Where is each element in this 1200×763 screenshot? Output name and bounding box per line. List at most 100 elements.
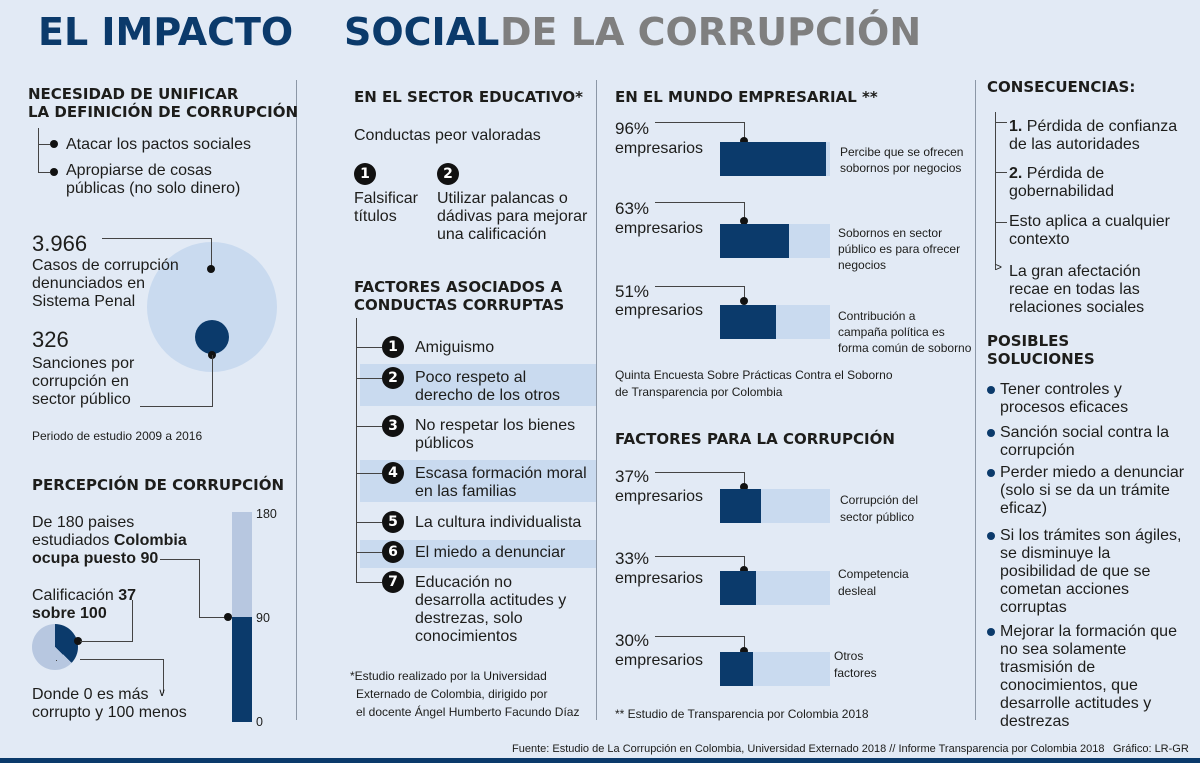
conduct-text: Falsificar: [354, 190, 419, 207]
score-text: sobre 100: [32, 605, 107, 622]
stat-percent: 63%: [615, 199, 650, 218]
consequence-text: 1. Pérdida de confianza: [1009, 118, 1178, 135]
title-part-1: EL IMPACTO: [38, 10, 294, 54]
conduct-text: Utilizar palancas o: [437, 190, 568, 207]
stat-unit: empresarios: [615, 220, 704, 237]
section-heading-education: EN EL SECTOR EDUCATIVO*: [354, 88, 583, 106]
solution-text: Perder miedo a denunciar: [1000, 464, 1185, 481]
sanctions-number: 326: [32, 327, 69, 352]
rank-scale-bar: [232, 512, 252, 722]
scale-label-mid: 90: [256, 611, 270, 625]
conduct-text: dádivas para mejorar: [437, 208, 588, 225]
conduct-number: 2: [437, 163, 459, 185]
stat-unit: empresarios: [615, 488, 704, 505]
stat-label: sector público: [840, 510, 915, 524]
consequence-text: gobernabilidad: [1009, 183, 1114, 200]
sanctions-text: Sanciones por: [32, 355, 135, 372]
business-footnote: ** Estudio de Transparencia por Colombia…: [615, 707, 869, 721]
stat-unit: empresarios: [615, 652, 704, 669]
definition-bullet: públicas (no solo dinero): [66, 180, 241, 197]
education-footnote: *Estudio realizado por la Universidad: [350, 669, 547, 683]
rank-text: De 180 paises: [32, 514, 135, 531]
rank-fill: [232, 617, 252, 722]
column-separator: [596, 80, 597, 720]
factor-number: 4: [382, 462, 404, 484]
factor-number: 1: [382, 336, 404, 358]
consequence-text: contexto: [1009, 231, 1070, 248]
factor-text: Escasa formación moral: [415, 465, 587, 482]
factor-number: 5: [382, 511, 404, 533]
solution-text: posibilidad de que se: [1000, 563, 1151, 580]
section-heading-definition: NECESIDAD DE UNIFICAR: [28, 85, 239, 103]
solution-text: Mejorar la formación que: [1000, 623, 1177, 640]
stat-label: Contribución a: [838, 309, 916, 323]
column-separator: [296, 80, 297, 720]
stat-label: Otros: [834, 649, 864, 663]
stat-unit: empresarios: [615, 570, 704, 587]
stat-label: Percibe que se ofrecen: [840, 145, 964, 159]
solution-text: trasmisión de: [1000, 659, 1096, 676]
section-heading-factors: FACTORES ASOCIADOS A: [354, 278, 563, 296]
solution-text: conocimientos, que: [1000, 677, 1138, 694]
section-heading-business: EN EL MUNDO EMPRESARIAL **: [615, 88, 878, 106]
solution-text: corruptas: [1000, 599, 1067, 616]
rank-text: estudiados Colombia: [32, 532, 187, 549]
solution-text: Si los trámites son ágiles,: [1000, 527, 1182, 544]
conduct-text: títulos: [354, 208, 397, 225]
factor-number: 6: [382, 541, 404, 563]
cases-text: denunciados en: [32, 275, 145, 292]
stat-bar: [720, 142, 830, 176]
stat-bar: [720, 652, 830, 686]
scale-text: corrupto y 100 menos: [32, 704, 187, 721]
stat-percent: 51%: [615, 282, 650, 301]
factor-text: Poco respeto al: [415, 369, 527, 386]
factor-text: derecho de los otros: [415, 387, 560, 404]
solution-text: se disminuye la: [1000, 545, 1111, 562]
solution-text: eficaz): [1000, 500, 1048, 517]
stat-label: público es para ofrecer: [838, 242, 961, 256]
stat-bar: [720, 224, 830, 258]
stat-bar: [720, 305, 830, 339]
consequence-text: Esto aplica a cualquier: [1009, 213, 1170, 230]
conduct-number: 1: [354, 163, 376, 185]
footer-source: Fuente: Estudio de La Corrupción en Colo…: [512, 743, 1105, 755]
factor-text: No respetar los bienes: [415, 417, 576, 434]
consequence-text: 2. Pérdida de: [1009, 165, 1105, 182]
stat-label: Sobornos en sector: [838, 226, 943, 240]
section-heading-solutions: POSIBLES: [987, 332, 1070, 350]
factor-text: Educación no: [415, 574, 512, 591]
factor-text: El miedo a denunciar: [415, 544, 566, 561]
stat-label: campaña política es: [838, 325, 945, 339]
stat-bar: [720, 489, 830, 523]
solution-text: corrupción: [1000, 442, 1075, 459]
definition-bullet: Apropiarse de cosas: [66, 162, 212, 179]
stat-label: Competencia: [838, 567, 909, 581]
arrow-right-icon: >: [995, 260, 1003, 274]
solution-text: no sea solamente: [1000, 641, 1127, 658]
solution-text: cometan acciones: [1000, 581, 1129, 598]
cases-text: Sistema Penal: [32, 293, 136, 310]
stat-percent: 37%: [615, 467, 650, 486]
scale-label-bottom: 0: [256, 715, 263, 729]
sanctions-circle: [195, 320, 229, 354]
consequence-text: La gran afectación: [1009, 263, 1141, 280]
rank-text: ocupa puesto 90: [32, 550, 159, 567]
stat-label: forma común de soborno: [838, 341, 972, 355]
factor-text: públicos: [415, 435, 474, 452]
title-part-3: DE LA CORRUPCIÓN: [500, 10, 922, 54]
consequence-text: de las autoridades: [1009, 136, 1140, 153]
solution-text: destrezas: [1000, 713, 1070, 730]
scale-label-top: 180: [256, 507, 277, 521]
factor-number: 2: [382, 367, 404, 389]
section-heading-perception: PERCEPCIÓN DE CORRUPCIÓN: [32, 476, 285, 494]
arrow-down-icon: ∨: [158, 687, 167, 699]
score-pie: [32, 624, 78, 670]
solution-text: desarrolle actitudes y: [1000, 695, 1152, 712]
consequence-text: relaciones sociales: [1009, 299, 1145, 316]
business-source: de Transparencia por Colombia: [615, 385, 783, 399]
solution-text: Tener controles y: [1000, 381, 1122, 398]
education-footnote: el docente Ángel Humberto Facundo Díaz: [356, 705, 580, 719]
solution-text: procesos eficaces: [1000, 399, 1129, 416]
cases-text: Casos de corrupción: [32, 257, 179, 274]
business-source: Quinta Encuesta Sobre Prácticas Contra e…: [615, 368, 893, 382]
